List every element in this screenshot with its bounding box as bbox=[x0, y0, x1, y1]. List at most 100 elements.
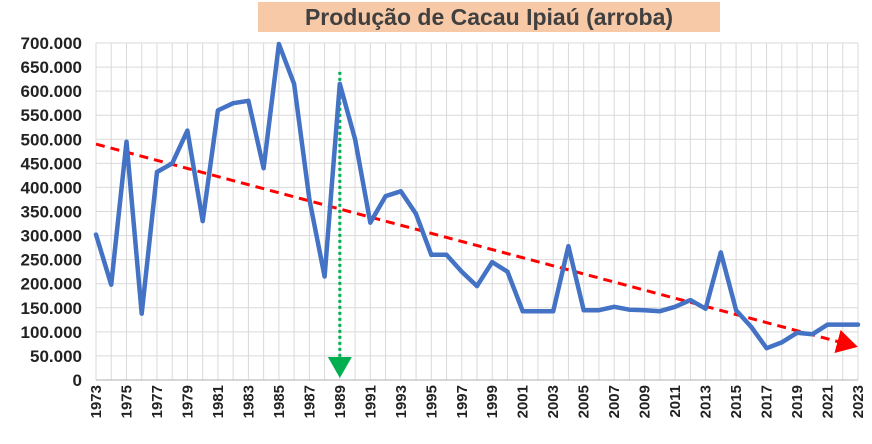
data-point bbox=[414, 211, 419, 216]
y-tick-label: 500.000 bbox=[21, 130, 82, 149]
y-tick-label: 100.000 bbox=[21, 323, 82, 342]
x-tick-label: 1999 bbox=[484, 385, 501, 418]
data-point bbox=[94, 232, 98, 237]
data-point bbox=[795, 330, 800, 335]
data-point bbox=[825, 322, 830, 327]
data-point bbox=[596, 308, 601, 313]
data-point bbox=[673, 304, 678, 309]
data-point bbox=[520, 309, 525, 314]
y-tick-label: 650.000 bbox=[21, 58, 82, 77]
x-tick-label: 2013 bbox=[698, 385, 715, 418]
grid bbox=[95, 42, 859, 381]
data-point bbox=[383, 194, 388, 199]
data-point bbox=[459, 269, 464, 274]
y-tick-label: 50.000 bbox=[30, 347, 82, 366]
x-tick-label: 1973 bbox=[88, 385, 105, 418]
data-point bbox=[353, 137, 358, 142]
data-point bbox=[200, 219, 205, 224]
data-point bbox=[124, 139, 129, 144]
data-point bbox=[154, 170, 159, 175]
x-tick-label: 1987 bbox=[301, 385, 318, 418]
chart-title: Produção de Cacau Ipiaú (arroba) bbox=[304, 3, 674, 30]
x-tick-label: 2019 bbox=[789, 385, 806, 418]
data-point bbox=[581, 308, 586, 313]
x-tick-label: 2021 bbox=[820, 385, 837, 418]
x-tick-label: 2007 bbox=[606, 385, 623, 418]
x-tick-label: 1995 bbox=[423, 385, 440, 418]
data-point bbox=[734, 308, 739, 313]
data-point bbox=[657, 309, 662, 314]
data-point bbox=[368, 220, 373, 225]
data-point bbox=[475, 284, 479, 289]
x-tick-label: 1975 bbox=[118, 385, 135, 418]
data-point bbox=[444, 252, 449, 257]
x-tick-label: 1997 bbox=[454, 385, 471, 418]
x-tick-label: 2011 bbox=[667, 385, 684, 418]
x-axis-ticks: 1973 1975 1977 1979 1981 1983 1985 1987 1989 1991… bbox=[88, 385, 867, 418]
y-tick-label: 150.000 bbox=[21, 299, 82, 318]
data-point bbox=[856, 322, 860, 327]
data-point bbox=[170, 161, 175, 166]
data-point bbox=[231, 101, 236, 106]
x-tick-label: 2009 bbox=[637, 385, 654, 418]
data-point bbox=[779, 340, 784, 345]
data-point bbox=[642, 308, 647, 313]
x-tick-label: 1979 bbox=[179, 385, 196, 418]
y-tick-label: 350.000 bbox=[21, 203, 82, 222]
x-tick-label: 1989 bbox=[332, 385, 349, 418]
data-point bbox=[292, 81, 297, 86]
data-point bbox=[535, 309, 540, 314]
y-tick-label: 300.000 bbox=[21, 227, 82, 246]
data-point bbox=[703, 306, 708, 311]
x-tick-label: 1981 bbox=[210, 385, 227, 418]
data-point bbox=[749, 325, 754, 330]
data-point bbox=[688, 298, 693, 303]
data-point bbox=[185, 128, 190, 133]
data-point bbox=[322, 274, 327, 279]
x-tick-label: 2001 bbox=[515, 385, 532, 418]
data-point bbox=[718, 250, 723, 255]
data-point bbox=[490, 260, 495, 265]
y-tick-label: 200.000 bbox=[21, 275, 82, 294]
data-point bbox=[840, 322, 845, 327]
y-tick-label: 550.000 bbox=[21, 106, 82, 125]
x-tick-label: 2005 bbox=[576, 385, 593, 418]
y-tick-label: 700.000 bbox=[21, 34, 82, 53]
y-tick-label: 0 bbox=[73, 371, 82, 390]
data-point bbox=[566, 244, 571, 249]
data-point bbox=[429, 252, 434, 257]
chart-title-box: Produção de Cacau Ipiaú (arroba) bbox=[258, 2, 720, 32]
data-point bbox=[551, 309, 556, 314]
data-point bbox=[337, 81, 342, 86]
plot-area bbox=[93, 41, 861, 378]
data-point bbox=[261, 166, 266, 171]
x-tick-label: 1977 bbox=[149, 385, 166, 418]
x-tick-label: 2003 bbox=[545, 385, 562, 418]
data-point bbox=[246, 98, 251, 103]
data-point bbox=[505, 269, 510, 274]
data-point bbox=[398, 189, 403, 194]
data-point bbox=[810, 332, 815, 337]
x-tick-label: 1983 bbox=[240, 385, 257, 418]
data-point bbox=[215, 108, 220, 113]
y-tick-label: 250.000 bbox=[21, 251, 82, 270]
data-point bbox=[627, 307, 632, 312]
x-tick-label: 1993 bbox=[393, 385, 410, 418]
data-point bbox=[139, 311, 144, 316]
data-point bbox=[764, 346, 769, 351]
data-point bbox=[307, 197, 312, 202]
x-tick-label: 2015 bbox=[728, 385, 745, 418]
x-tick-label: 1991 bbox=[362, 385, 379, 418]
x-tick-label: 2023 bbox=[850, 385, 867, 418]
trend-line bbox=[95, 142, 858, 354]
data-point bbox=[612, 304, 617, 309]
y-tick-label: 450.000 bbox=[21, 154, 82, 173]
y-tick-label: 600.000 bbox=[21, 82, 82, 101]
x-tick-label: 2017 bbox=[759, 385, 776, 418]
y-tick-label: 400.000 bbox=[21, 178, 82, 197]
y-axis-ticks: 0 50.000 100.000 150.000 200.000 250.000 300.0… bbox=[21, 34, 82, 390]
data-point bbox=[276, 41, 281, 46]
data-point bbox=[109, 282, 114, 287]
x-tick-label: 1985 bbox=[271, 385, 288, 418]
